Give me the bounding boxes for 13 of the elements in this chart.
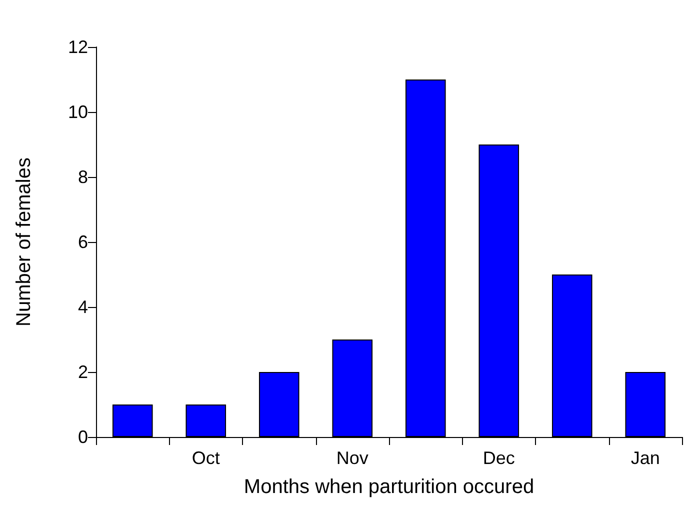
y-tick-label: 6 bbox=[78, 232, 88, 252]
x-tick-label: Nov bbox=[336, 448, 368, 468]
x-axis-title: Months when parturition occured bbox=[244, 476, 534, 498]
y-tick-label: 10 bbox=[68, 102, 88, 122]
y-tick-label: 8 bbox=[78, 167, 88, 187]
x-tick-label: Oct bbox=[192, 448, 220, 468]
y-axis-title: Number of females bbox=[13, 158, 35, 326]
y-tick-label: 0 bbox=[78, 427, 88, 447]
x-tick-label: Jan bbox=[630, 448, 660, 468]
y-tick-label: 4 bbox=[78, 297, 88, 317]
y-tick-label: 2 bbox=[78, 362, 88, 382]
y-tick-label: 12 bbox=[68, 37, 88, 57]
x-tick-label: Dec bbox=[482, 448, 515, 468]
